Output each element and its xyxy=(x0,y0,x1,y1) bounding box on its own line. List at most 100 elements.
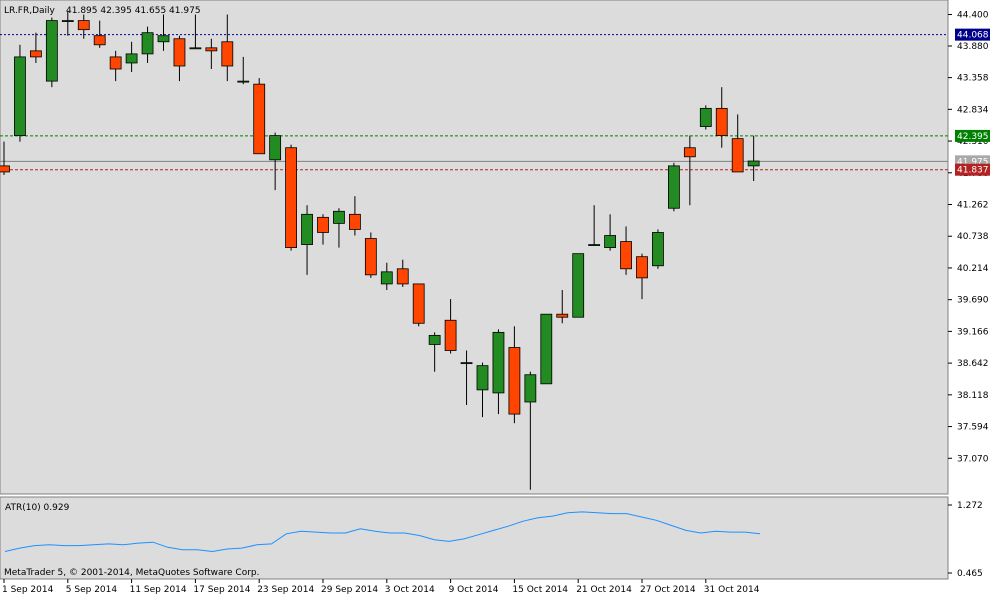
candle xyxy=(460,350,473,406)
candle-body-bear xyxy=(109,56,122,70)
candle xyxy=(556,289,569,324)
candle-body-bull xyxy=(572,253,585,318)
candle xyxy=(253,78,266,155)
candle xyxy=(636,253,648,300)
candle-body-bull xyxy=(668,165,680,209)
candle xyxy=(380,262,393,290)
candle-body-bear xyxy=(731,138,744,173)
y-tick-label: 42.834 xyxy=(957,105,989,115)
candle-body-bear xyxy=(173,38,186,67)
candle xyxy=(125,41,138,73)
candle xyxy=(540,313,553,385)
candle-body-bull xyxy=(269,135,282,161)
level-label: 42.395 xyxy=(957,132,989,142)
candle-body-bull xyxy=(157,35,170,43)
x-tick-label: 1 Sep 2014 xyxy=(2,585,54,595)
candle xyxy=(396,259,409,287)
x-tick-label: 3 Oct 2014 xyxy=(385,585,435,595)
candle-body-bull xyxy=(652,232,664,267)
candle xyxy=(333,208,345,248)
candle xyxy=(29,32,42,63)
atr-tick-label: 1.272 xyxy=(957,501,983,511)
candle-body-bull xyxy=(588,244,601,246)
y-axis-ticks: 44.40043.88043.35842.83442.31041.78641.2… xyxy=(948,11,989,464)
y-tick-label: 37.070 xyxy=(957,454,989,464)
candles xyxy=(0,11,760,490)
candle xyxy=(652,229,664,269)
candle xyxy=(572,253,585,318)
x-tick-label: 15 Oct 2014 xyxy=(512,585,568,595)
candle-body-bull xyxy=(524,374,537,403)
ohlc-values: 41.895 42.395 41.655 41.975 xyxy=(66,6,201,16)
candle xyxy=(444,299,457,354)
candle xyxy=(508,326,521,424)
candle-body-bull xyxy=(460,362,473,365)
symbol-label: LR.FR,Daily xyxy=(4,6,56,16)
candle xyxy=(492,329,505,415)
candle xyxy=(604,214,616,251)
candle xyxy=(428,332,441,372)
candle-body-bear xyxy=(683,147,696,158)
y-tick-label: 38.118 xyxy=(957,391,989,401)
y-tick-label: 39.166 xyxy=(957,327,989,337)
y-tick-label: 42.310 xyxy=(957,137,989,147)
y-tick-label: 40.214 xyxy=(957,264,989,274)
level-lines xyxy=(0,34,948,171)
candle-body-bull xyxy=(61,20,74,22)
candle xyxy=(348,196,361,236)
atr-indicator: 1.272 0.465 xyxy=(4,501,983,579)
candle xyxy=(141,26,154,63)
level-label: 41.837 xyxy=(957,166,989,176)
candle-body-bear xyxy=(221,41,234,67)
candle xyxy=(364,232,377,278)
candle xyxy=(747,135,760,182)
x-axis-ticks: 1 Sep 2014 5 Sep 2014 11 Sep 2014 17 Sep 20… xyxy=(2,579,760,595)
candle-body-bear xyxy=(93,35,106,46)
x-tick-label: 17 Sep 2014 xyxy=(193,585,250,595)
candle-body-bull xyxy=(747,160,760,167)
candle xyxy=(221,14,234,82)
candle xyxy=(173,35,186,82)
copyright-text: MetaTrader 5, © 2001-2014, MetaQuotes So… xyxy=(4,568,260,578)
candle xyxy=(524,371,537,490)
candle xyxy=(412,283,425,327)
candle-body-bear xyxy=(77,20,90,31)
candle xyxy=(0,141,10,175)
x-tick-label: 21 Oct 2014 xyxy=(576,585,632,595)
candle-body-bear xyxy=(556,313,569,318)
candle-body-bear xyxy=(412,283,425,324)
x-tick-label: 29 Sep 2014 xyxy=(321,585,378,595)
candle-body-bull xyxy=(604,235,616,249)
candle xyxy=(683,135,696,206)
candle xyxy=(715,87,728,148)
candle-body-bull xyxy=(14,56,26,137)
x-tick-label: 5 Sep 2014 xyxy=(66,585,118,595)
candle-body-bull xyxy=(428,334,441,345)
atr-line xyxy=(4,511,761,553)
candle-body-bear xyxy=(396,268,409,285)
candle xyxy=(620,226,632,275)
candle-body-bear xyxy=(253,83,266,155)
candle-body-bull xyxy=(476,365,489,391)
level-label-box xyxy=(955,163,990,176)
candle xyxy=(301,205,313,275)
candle xyxy=(93,20,106,48)
candle xyxy=(61,11,74,36)
atr-tick-label: 0.465 xyxy=(957,569,983,579)
candle xyxy=(269,132,282,191)
y-tick-label: 43.880 xyxy=(957,42,989,52)
candle xyxy=(237,56,250,85)
candle-body-bear xyxy=(0,165,10,173)
candle-body-bear xyxy=(444,319,457,351)
candle xyxy=(317,214,329,245)
y-tick-label: 41.262 xyxy=(957,201,989,211)
x-tick-label: 31 Oct 2014 xyxy=(704,585,760,595)
candle-body-bull xyxy=(141,32,154,55)
x-tick-label: 9 Oct 2014 xyxy=(449,585,499,595)
candle xyxy=(189,14,202,50)
candle-body-bear xyxy=(364,238,377,276)
level-label-box xyxy=(955,28,990,41)
